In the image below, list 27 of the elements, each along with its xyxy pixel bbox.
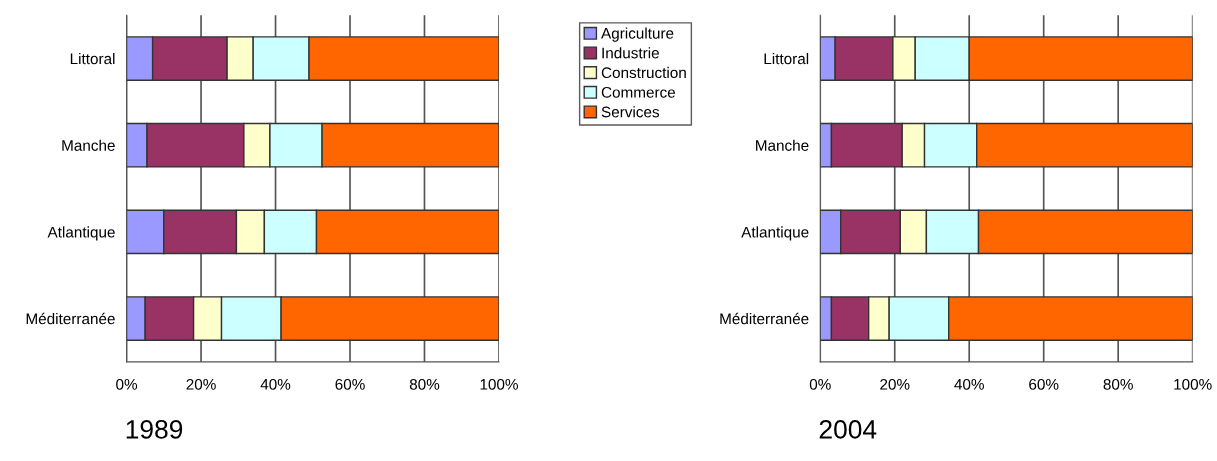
y-tick-label: Atlantique xyxy=(47,226,115,241)
legend-label: Construction xyxy=(601,66,686,79)
legend-label: Agriculture xyxy=(601,27,674,42)
x-tick-label: 0% xyxy=(809,378,831,390)
x-tick-label: 40% xyxy=(954,378,984,390)
y-tick-label: Manche xyxy=(756,139,809,151)
x-tick-label: 20% xyxy=(880,378,910,390)
legend-label: Industrie xyxy=(602,47,659,59)
x-tick-label: 80% xyxy=(409,378,440,390)
y-tick-label: Méditerranée xyxy=(720,312,809,325)
x-tick-label: 100% xyxy=(1174,378,1212,390)
y-tick-label: Méditerranée xyxy=(26,312,115,325)
x-tick-label: 40% xyxy=(260,378,291,390)
x-tick-label: 60% xyxy=(1029,378,1059,390)
x-tick-label: 80% xyxy=(1103,378,1133,390)
y-tick-label: Littoral xyxy=(764,53,809,65)
x-tick-label: 100% xyxy=(480,378,518,390)
y-tick-label: Manche xyxy=(62,139,115,151)
x-tick-label: 0% xyxy=(116,378,138,390)
y-tick-label: Atlantique xyxy=(741,226,809,241)
x-tick-label: 20% xyxy=(186,378,216,390)
legend-label: Services xyxy=(601,106,660,118)
text: 2004 xyxy=(819,420,877,439)
y-tick-label: Littoral xyxy=(70,53,115,65)
x-tick-label: 60% xyxy=(335,378,365,390)
text: 1989 xyxy=(126,420,183,439)
legend-label: Commerce xyxy=(601,86,676,98)
